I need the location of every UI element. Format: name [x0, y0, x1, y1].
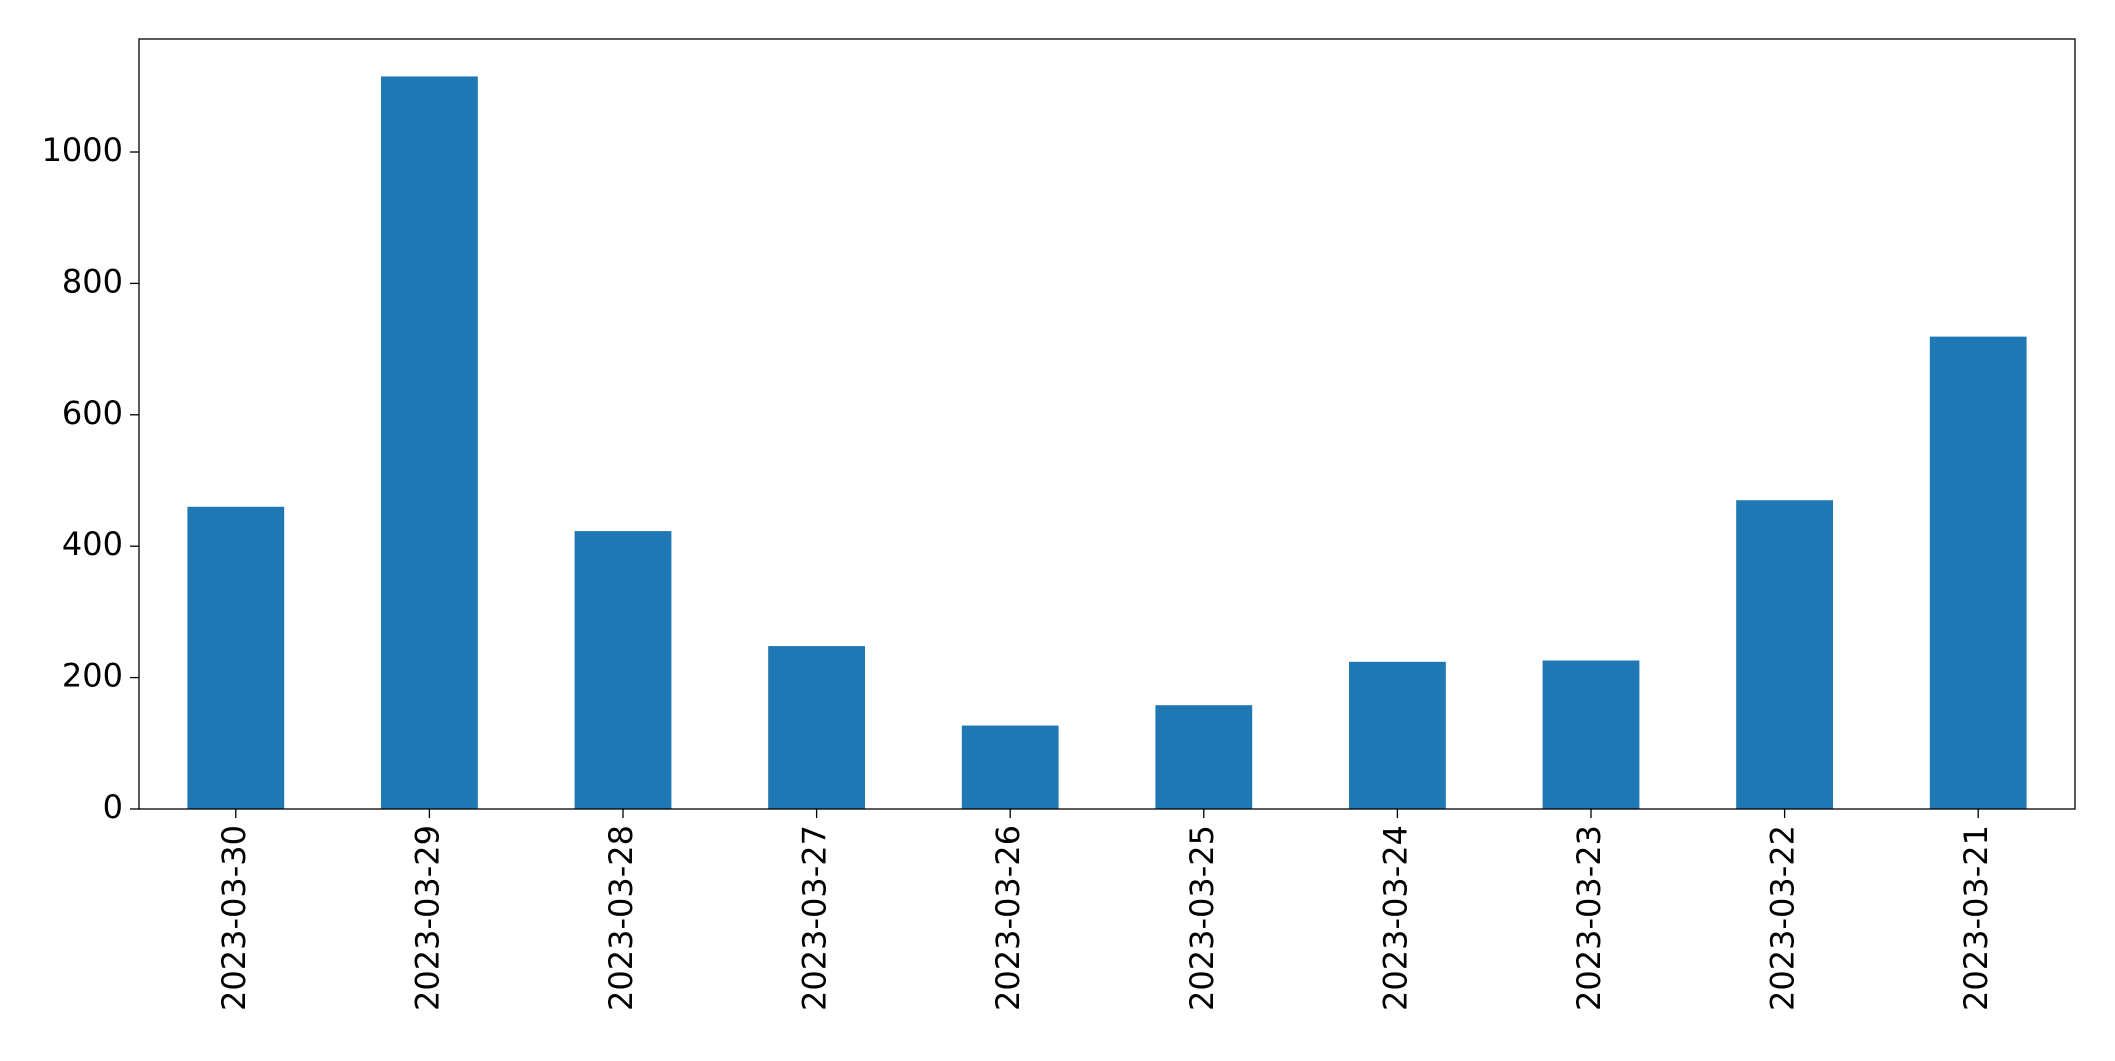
x-tick-label: 2023-03-25 — [1183, 825, 1221, 1011]
bar — [1155, 705, 1253, 809]
x-tick-label: 2023-03-24 — [1376, 825, 1414, 1011]
bar — [1542, 660, 1640, 809]
plot-frame — [138, 38, 2076, 810]
bar — [187, 506, 285, 809]
bar — [1349, 661, 1446, 809]
y-tick-label: 400 — [62, 525, 123, 563]
x-tick-label: 2023-03-22 — [1764, 825, 1802, 1011]
y-tick-label: 0 — [103, 788, 123, 826]
x-tick-label: 2023-03-28 — [602, 825, 640, 1011]
x-tick-label: 2023-03-23 — [1570, 825, 1608, 1011]
y-tick-label: 200 — [62, 657, 123, 695]
bar — [574, 531, 672, 809]
bar — [1929, 336, 2027, 809]
x-tick-label: 2023-03-26 — [989, 825, 1027, 1011]
bar — [768, 646, 865, 809]
x-tick-label: 2023-03-30 — [215, 825, 253, 1011]
bar — [1736, 500, 1833, 809]
y-tick-label: 800 — [62, 262, 123, 300]
x-tick-label: 2023-03-29 — [408, 825, 446, 1011]
x-tick-label: 2023-03-21 — [1957, 825, 1995, 1011]
bar — [381, 76, 478, 810]
bar — [961, 725, 1059, 809]
y-tick-label: 1000 — [42, 131, 123, 169]
x-tick-label: 2023-03-27 — [796, 825, 834, 1011]
y-tick-label: 600 — [62, 394, 123, 432]
